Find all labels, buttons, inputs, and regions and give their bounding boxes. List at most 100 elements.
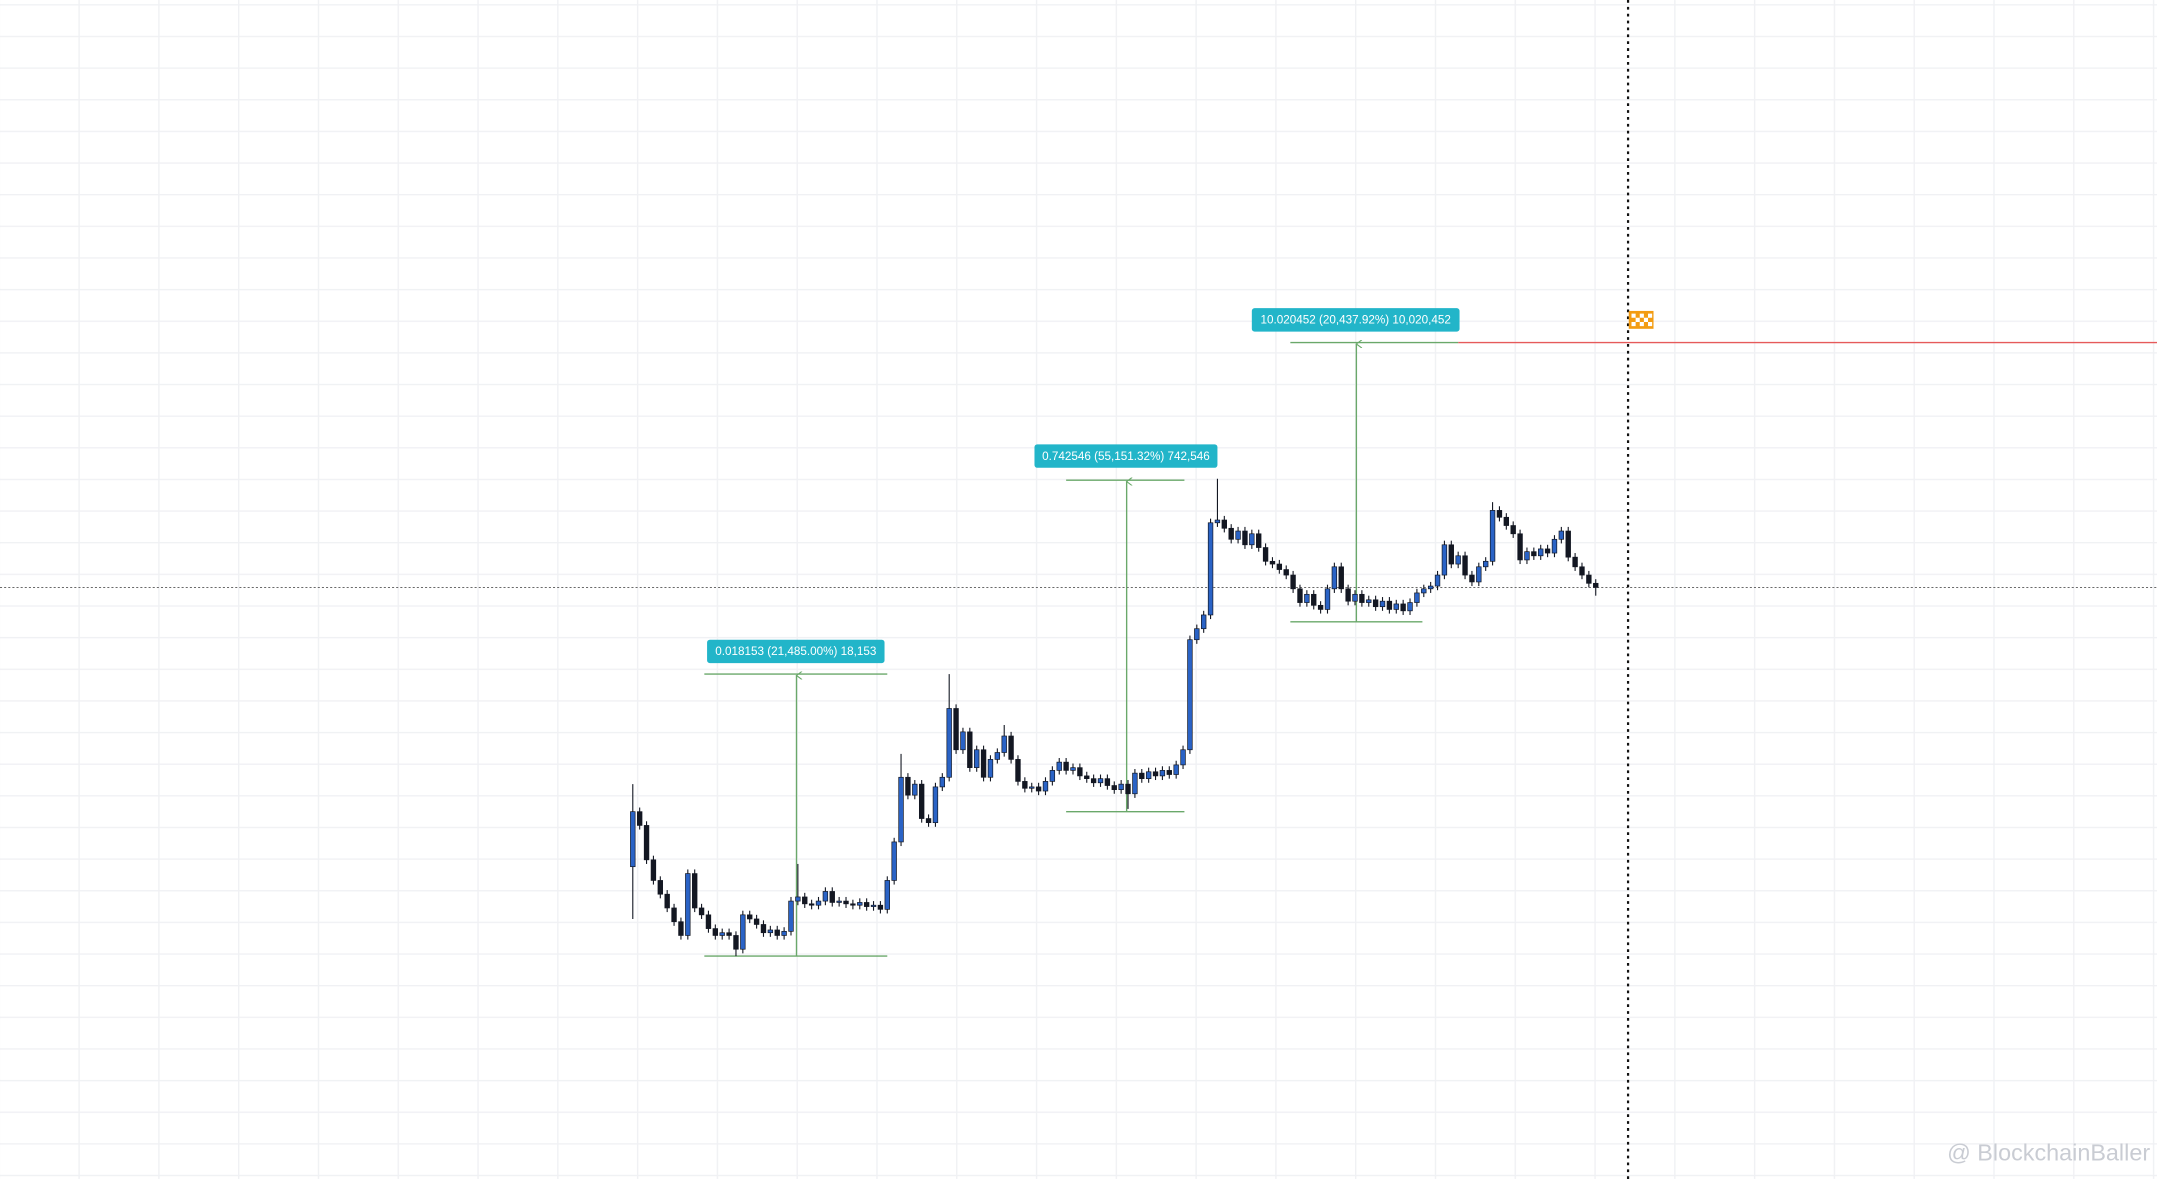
candle-body <box>1084 775 1090 779</box>
candle-body <box>884 880 890 910</box>
candle-body <box>1352 593 1358 602</box>
candle-body <box>671 907 677 923</box>
candle-body <box>1551 538 1558 554</box>
candle-body <box>1201 614 1207 630</box>
watermark: @ BlockchainBaller <box>1947 1139 2150 1165</box>
candle-body <box>994 752 1001 760</box>
candle-body <box>1063 761 1069 771</box>
candle-body <box>650 859 657 881</box>
candle-body <box>1097 778 1104 784</box>
candle-body <box>1008 735 1014 760</box>
candle-body <box>1324 588 1331 610</box>
candle-body <box>795 896 801 902</box>
candle-body <box>1235 530 1241 540</box>
candle-body <box>1593 582 1599 588</box>
candle-body <box>1359 593 1365 603</box>
candle-body <box>1407 602 1413 612</box>
candle-body <box>685 873 691 936</box>
candle-body <box>1538 548 1544 557</box>
candle-body <box>808 903 815 906</box>
candle-body <box>974 749 980 768</box>
candle-body <box>1207 522 1214 616</box>
candle-body <box>939 776 945 788</box>
candle-body <box>1421 588 1427 594</box>
candle-body <box>1077 767 1083 777</box>
candle-body <box>1331 566 1338 590</box>
candle-body <box>1427 585 1434 590</box>
candle-body <box>664 893 670 909</box>
candle-body <box>1056 761 1062 771</box>
candle-body <box>740 914 746 950</box>
candle-body <box>1317 604 1324 610</box>
candle-body <box>987 759 994 778</box>
candle-body <box>630 811 636 868</box>
candle-body <box>1221 519 1228 529</box>
candle-body <box>1393 603 1399 610</box>
candle-body <box>1290 574 1296 590</box>
candle-body <box>802 896 808 905</box>
candle-body <box>1531 551 1537 557</box>
candle-body <box>836 900 842 903</box>
candle-body <box>1228 527 1234 540</box>
candle-body <box>1001 735 1007 753</box>
candle-body <box>1489 510 1496 562</box>
candle-body <box>980 749 987 778</box>
annotation-box <box>707 639 885 664</box>
candle-body <box>1090 778 1097 784</box>
annotation-box <box>1034 444 1218 468</box>
candle-body <box>1586 574 1592 584</box>
candle-body <box>1029 786 1035 789</box>
candle-body <box>1572 556 1578 568</box>
candle-body <box>643 825 650 861</box>
candle-body <box>719 932 725 936</box>
flag-icon <box>1628 310 1654 329</box>
candle-body <box>726 932 732 936</box>
candle-body <box>1496 510 1503 518</box>
candle-body <box>788 900 794 932</box>
candle-body <box>1166 770 1172 775</box>
candle-body <box>1159 770 1166 777</box>
candle-body <box>1469 574 1475 583</box>
candle-body <box>877 904 884 910</box>
candle-body <box>1283 569 1289 576</box>
candle-body <box>1214 519 1221 524</box>
candle-body <box>1455 555 1461 565</box>
candle-body <box>1311 593 1317 606</box>
candles <box>630 478 1599 957</box>
candle-body <box>863 902 870 907</box>
candle-body <box>850 903 856 906</box>
candle-body <box>1049 770 1056 782</box>
candle-body <box>1104 778 1111 786</box>
candle-body <box>1544 548 1551 554</box>
candle-body <box>1132 772 1138 795</box>
candle-body <box>1125 783 1131 795</box>
candle-body <box>1579 566 1585 576</box>
candle-body <box>1297 588 1303 603</box>
candle-body <box>960 731 966 751</box>
candle-body <box>760 924 767 934</box>
candle-body <box>705 914 712 929</box>
candle-body <box>767 929 774 934</box>
candle-body <box>1483 560 1489 568</box>
candle-body <box>1448 544 1454 565</box>
candle-body <box>1180 749 1186 766</box>
candle-body <box>870 904 877 907</box>
candle-body <box>898 776 904 843</box>
candle-body <box>1070 767 1076 771</box>
candle-body <box>1400 603 1406 612</box>
candle-body <box>1503 516 1510 526</box>
candle-body <box>1022 781 1028 789</box>
candle-body <box>1517 533 1523 561</box>
annotation-box <box>1251 308 1460 332</box>
candle-body <box>1441 544 1448 576</box>
candle-body <box>1304 593 1310 603</box>
candle-body <box>1194 628 1200 641</box>
candle-body <box>857 902 863 906</box>
candle-body <box>1372 599 1379 608</box>
candle-body <box>678 921 684 936</box>
measure-1 <box>704 674 888 957</box>
candle-body <box>1379 600 1386 608</box>
